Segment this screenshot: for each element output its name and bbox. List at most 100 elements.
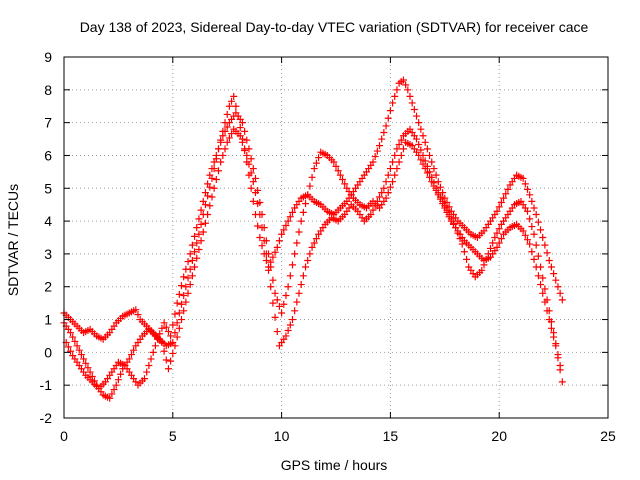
data-point <box>260 224 268 232</box>
data-point <box>186 250 194 258</box>
data-point <box>382 194 390 202</box>
data-point <box>154 335 162 343</box>
data-point <box>286 213 294 221</box>
grid-lines <box>64 57 608 418</box>
data-point <box>391 151 399 159</box>
data-point <box>408 99 416 107</box>
data-point <box>478 266 486 274</box>
data-point <box>223 123 231 131</box>
data-point <box>282 332 290 340</box>
data-point <box>528 223 536 231</box>
data-point <box>497 198 505 206</box>
data-point <box>380 184 388 192</box>
data-point <box>173 319 181 327</box>
y-tick-label: 8 <box>44 82 52 98</box>
data-point <box>341 180 349 188</box>
data-point <box>330 158 338 166</box>
data-point <box>243 151 251 159</box>
data-point <box>210 184 218 192</box>
data-point <box>460 248 468 256</box>
data-point <box>543 307 551 315</box>
data-point <box>547 324 555 332</box>
data-point <box>171 342 179 350</box>
data-point <box>282 291 290 299</box>
data-point <box>199 228 207 236</box>
data-point <box>271 313 279 321</box>
data-point <box>67 347 75 355</box>
data-point <box>441 204 449 212</box>
data-point <box>541 298 549 306</box>
data-point <box>206 202 214 210</box>
data-point <box>380 128 388 136</box>
chart-title: Day 138 of 2023, Sidereal Day-to-day VTE… <box>80 19 589 35</box>
data-point <box>376 193 384 201</box>
data-point <box>406 92 414 100</box>
y-tick-label: 3 <box>44 246 52 262</box>
data-point <box>117 370 125 378</box>
data-point <box>399 76 407 84</box>
data-point <box>273 328 281 336</box>
data-point <box>367 211 375 219</box>
data-point <box>552 276 560 284</box>
data-point <box>369 206 377 214</box>
y-tick-label: -1 <box>40 377 53 393</box>
data-point <box>312 159 320 167</box>
data-point <box>386 107 394 115</box>
data-point <box>299 272 307 280</box>
data-point <box>160 319 168 327</box>
data-point <box>197 237 205 245</box>
data-point <box>410 106 418 114</box>
data-point <box>558 296 566 304</box>
data-point <box>230 92 238 100</box>
data-point <box>106 394 114 402</box>
data-point <box>332 162 340 170</box>
data-point <box>558 378 566 386</box>
data-point <box>217 138 225 146</box>
data-point <box>71 337 79 345</box>
data-point <box>417 146 425 154</box>
data-point <box>278 230 286 238</box>
data-point <box>180 273 188 281</box>
data-point <box>297 217 305 225</box>
data-point <box>262 256 270 264</box>
data-point <box>145 361 153 369</box>
data-point <box>339 176 347 184</box>
data-point <box>532 211 540 219</box>
data-point <box>262 237 270 245</box>
data-point <box>271 248 279 256</box>
data-point <box>395 158 403 166</box>
data-point <box>539 289 547 297</box>
x-tick-labels: 0 5 10 15 20 25 <box>60 428 616 444</box>
data-point <box>258 242 266 250</box>
data-point <box>173 299 181 307</box>
data-point <box>271 289 279 297</box>
data-point <box>158 324 166 332</box>
data-point <box>310 239 318 247</box>
y-tick-label: 7 <box>44 115 52 131</box>
data-point <box>302 200 310 208</box>
data-point <box>184 258 192 266</box>
data-point <box>258 211 266 219</box>
data-point <box>206 171 214 179</box>
data-point <box>528 197 536 205</box>
data-point <box>221 145 229 153</box>
data-point <box>436 195 444 203</box>
data-point <box>214 167 222 175</box>
data-point <box>432 171 440 179</box>
data-point <box>175 309 183 317</box>
data-point <box>493 243 501 251</box>
data-point <box>523 185 531 193</box>
data-point <box>402 81 410 89</box>
data-point <box>175 290 183 298</box>
data-point <box>389 178 397 186</box>
data-point <box>502 190 510 198</box>
data-point <box>384 189 392 197</box>
data-point <box>204 180 212 188</box>
data-point <box>238 138 246 146</box>
data-point <box>228 130 236 138</box>
data-point <box>288 261 296 269</box>
data-point <box>284 326 292 334</box>
data-point <box>110 386 118 394</box>
series-2 <box>60 125 564 402</box>
data-point <box>180 291 188 299</box>
